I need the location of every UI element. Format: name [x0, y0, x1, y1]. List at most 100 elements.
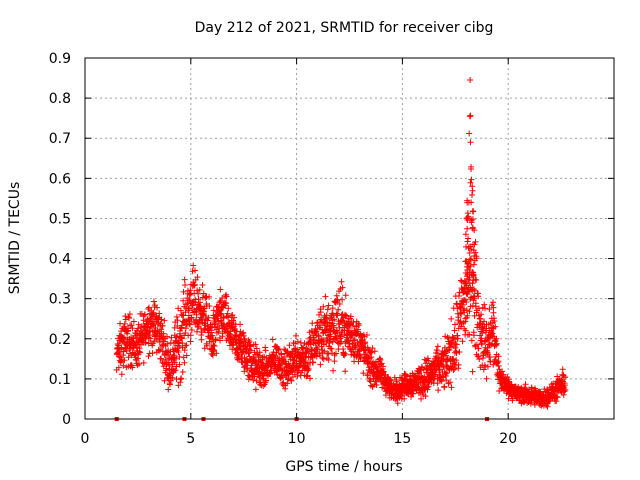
data-point [342, 292, 349, 299]
data-point [180, 297, 187, 304]
data-point [325, 350, 332, 357]
data-point [554, 373, 561, 380]
data-point [463, 258, 470, 265]
data-point [451, 321, 458, 328]
data-point [436, 366, 443, 373]
data-point [134, 362, 141, 369]
data-point [140, 312, 147, 319]
data-point [323, 312, 330, 319]
data-point [342, 368, 349, 375]
data-point [229, 317, 236, 324]
data-point [422, 393, 429, 400]
data-point [306, 375, 313, 382]
data-point [174, 317, 181, 324]
data-point [158, 316, 165, 323]
data-point [434, 343, 441, 350]
data-point [137, 349, 144, 356]
data-point [455, 361, 462, 368]
data-point [490, 361, 497, 368]
data-point [118, 344, 125, 351]
data-point [490, 309, 497, 316]
data-point [489, 330, 496, 337]
data-point [241, 335, 248, 342]
data-point [464, 197, 471, 204]
data-point [284, 380, 291, 387]
data-point [275, 346, 282, 353]
data-point [147, 315, 154, 322]
data-point [252, 341, 259, 348]
data-point [484, 345, 491, 352]
data-point [121, 357, 128, 364]
x-tick-label: 5 [186, 431, 195, 447]
data-point [292, 332, 299, 339]
data-point [475, 305, 482, 312]
data-point [524, 399, 531, 406]
data-point [164, 333, 171, 340]
data-point [186, 297, 193, 304]
data-point [212, 336, 219, 343]
data-point [174, 323, 181, 330]
data-point [118, 356, 125, 363]
data-point [190, 262, 197, 269]
data-point [118, 371, 125, 378]
data-point [458, 311, 465, 318]
data-point [443, 377, 450, 384]
data-point [165, 352, 172, 359]
data-point [448, 384, 455, 391]
data-point [209, 332, 216, 339]
data-point [478, 311, 485, 318]
data-point [394, 400, 401, 407]
data-point [128, 339, 135, 346]
data-point [462, 280, 469, 287]
data-point [350, 337, 357, 344]
data-point [401, 395, 408, 402]
data-point [435, 387, 442, 394]
data-point [322, 293, 329, 300]
data-point [171, 359, 178, 366]
x-axis-label: GPS time / hours [285, 459, 402, 475]
data-point [180, 312, 187, 319]
data-point [294, 338, 301, 345]
data-point [225, 314, 232, 321]
data-point [481, 301, 488, 308]
data-point [169, 374, 176, 381]
data-point [470, 332, 477, 339]
data-point [307, 341, 314, 348]
data-point [464, 225, 471, 232]
data-point [126, 311, 133, 318]
data-point [333, 292, 340, 299]
data-point [150, 298, 157, 305]
data-point [126, 345, 133, 352]
axis-ticks: 0 0.1 0.2 0.3 0.4 0.5 0.6 0.7 0.8 0.9 0 5 10 15 20 [49, 51, 614, 447]
data-point [218, 311, 225, 318]
data-point [364, 372, 371, 379]
data-point [495, 353, 502, 360]
data-point [453, 341, 460, 348]
data-point [262, 347, 269, 354]
data-point [440, 374, 447, 381]
data-point [323, 326, 330, 333]
data-point [458, 323, 465, 330]
data-point [351, 343, 358, 350]
data-point [378, 360, 385, 367]
data-point [330, 322, 337, 329]
grid-lines [85, 58, 614, 419]
data-point [463, 299, 470, 306]
y-tick-label: 0.8 [49, 91, 71, 107]
data-point [493, 340, 500, 347]
data-point [178, 375, 185, 382]
data-point [217, 307, 224, 314]
data-point [237, 321, 244, 328]
data-point [185, 316, 192, 323]
data-point [122, 313, 129, 320]
data-point [369, 345, 376, 352]
data-point [281, 354, 288, 361]
data-point [161, 317, 168, 324]
data-point [313, 344, 320, 351]
data-point [338, 278, 345, 285]
data-point [286, 342, 293, 349]
data-point [262, 377, 269, 384]
data-point [208, 329, 215, 336]
data-point [173, 363, 180, 370]
data-point [200, 290, 207, 297]
